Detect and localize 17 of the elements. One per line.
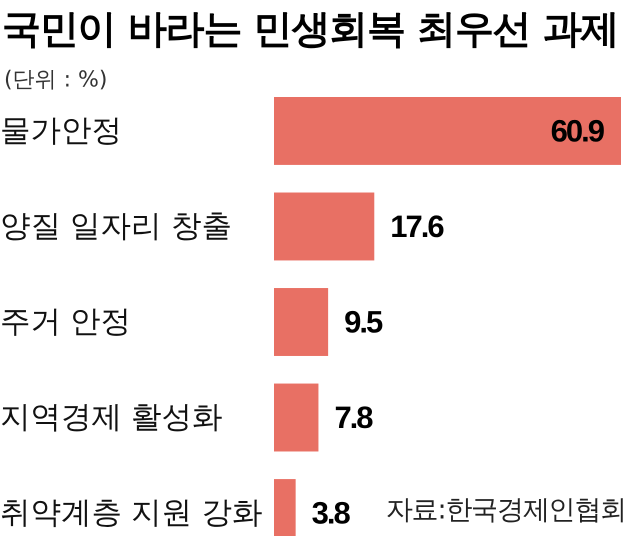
y-tick-label: 양질 일자리 창출 — [0, 208, 232, 244]
bar — [274, 97, 621, 165]
data-label: 9.5 — [344, 304, 383, 340]
bar — [274, 288, 328, 356]
bar — [274, 192, 374, 260]
data-label: 3.8 — [312, 496, 351, 531]
data-label: 17.6 — [390, 208, 444, 244]
y-tick-label: 취약계층 지원 강화 — [0, 496, 263, 531]
bar — [274, 384, 318, 452]
text: (단위 : %) — [4, 68, 108, 92]
data-label: 7.8 — [334, 400, 374, 436]
annotation: 자료:한국경제인협회 — [386, 494, 626, 526]
y-tick-label: 지역경제 활성화 — [0, 400, 224, 436]
y-tick-label: 물가안정 — [0, 113, 122, 148]
data-label: 60.9 — [550, 113, 605, 148]
chart-title: 국민이 바라는 민생회복 최우선 과제 — [2, 7, 619, 52]
y-tick-label: 주거 안정 — [0, 304, 132, 340]
